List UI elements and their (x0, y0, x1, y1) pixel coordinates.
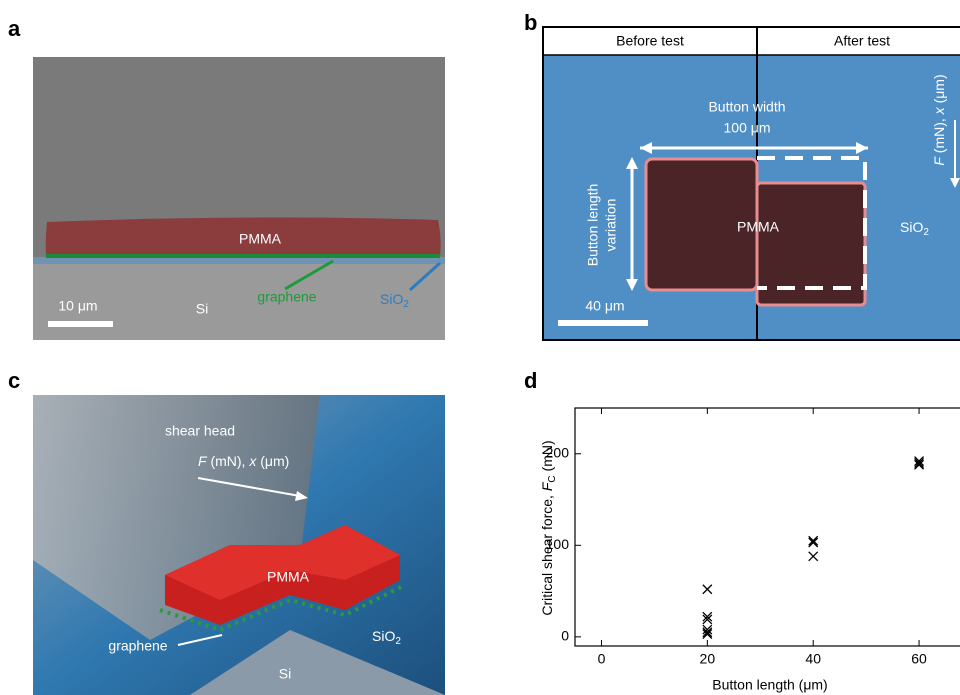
marker (809, 536, 818, 545)
subscript: C (547, 475, 558, 482)
panel-letter: c (8, 368, 20, 393)
y-tick-label: 200 (546, 444, 570, 460)
text: Critical shear force, (539, 491, 555, 615)
text: (mN), (931, 114, 947, 157)
x-tick-label: 20 (700, 651, 716, 667)
marker (809, 538, 818, 547)
label: shear head (165, 423, 235, 439)
marker (809, 552, 818, 561)
label: PMMA (737, 219, 780, 235)
header: Before test (616, 33, 684, 49)
x-tick-label: 60 (911, 651, 927, 667)
scale-bar (558, 320, 648, 326)
x-tick-label: 0 (598, 651, 606, 667)
plot: 0 20 40 60 0 100 200 (546, 408, 960, 667)
subscript: 2 (395, 636, 401, 647)
figure: a PMMA graphene SiO2 10 μm Si b Before t… (0, 0, 960, 695)
scale-bar (48, 321, 113, 327)
text: (μm) (256, 453, 289, 469)
subscript: 2 (403, 299, 409, 310)
header: After test (834, 33, 890, 49)
axes-frame (575, 408, 960, 646)
label: F (mN), x (μm) (198, 453, 289, 469)
text: (mN), (207, 453, 250, 469)
label: 100 μm (724, 120, 771, 136)
marker (915, 458, 924, 467)
label: variation (603, 199, 619, 252)
label: Si (196, 301, 208, 317)
sio2-layer (33, 257, 445, 264)
graphene-layer (46, 254, 440, 258)
x-tick-label: 40 (805, 651, 821, 667)
text: (μm) (931, 74, 947, 107)
text: SiO (372, 628, 395, 644)
scale-label: 10 μm (58, 298, 97, 314)
y-tick-label: 100 (546, 536, 570, 552)
marker (703, 630, 712, 639)
text: SiO (900, 219, 923, 235)
panel-letter: a (8, 16, 21, 41)
page: a PMMA graphene SiO2 10 μm Si b Before t… (0, 0, 960, 695)
label: Button width (708, 99, 785, 115)
label: Si (279, 666, 291, 682)
subscript: 2 (923, 227, 929, 238)
text: SiO (380, 291, 403, 307)
x-axis-label: Button length (μm) (712, 677, 827, 693)
panel-letter: b (524, 10, 537, 35)
marker (703, 585, 712, 594)
label: graphene (257, 289, 316, 305)
scale-label: 40 μm (585, 298, 624, 314)
label: PMMA (267, 569, 310, 585)
y-tick-label: 0 (561, 628, 569, 644)
panel-letter: d (524, 368, 537, 393)
label: graphene (108, 638, 167, 654)
label: Button length (585, 184, 601, 267)
label: PMMA (239, 231, 282, 247)
y-axis-label: Critical shear force, FC (mN) (539, 440, 558, 615)
label: F (mN), x (μm) (931, 74, 947, 165)
